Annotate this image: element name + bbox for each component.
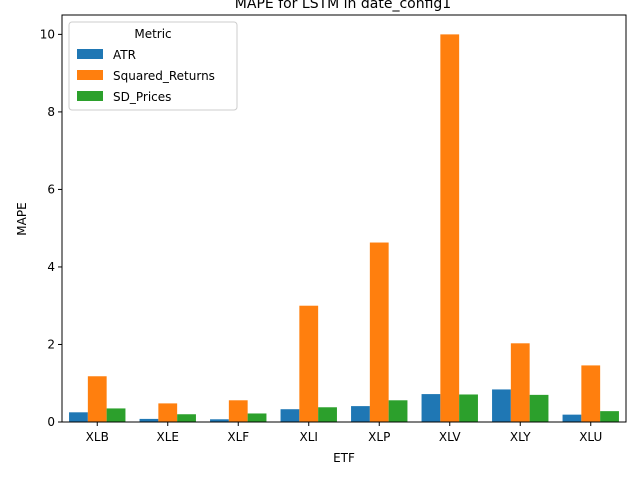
legend-label-sd-prices: SD_Prices bbox=[113, 90, 171, 104]
bar-atr-xle bbox=[139, 418, 159, 422]
bar-sd-prices-xlu bbox=[600, 411, 619, 422]
y-tick-label: 2 bbox=[47, 337, 55, 351]
y-tick-label: 4 bbox=[47, 260, 55, 274]
bar-sd-prices-xly bbox=[529, 394, 549, 422]
legend-label-squared-returns: Squared_Returns bbox=[113, 69, 215, 83]
legend-swatch-atr bbox=[77, 49, 103, 59]
x-tick-label-xlu: XLU bbox=[579, 430, 602, 444]
bar-atr-xlv bbox=[421, 394, 441, 422]
bar-squared-returns-xly bbox=[510, 343, 530, 422]
bar-atr-xli bbox=[280, 409, 300, 422]
bar-sd-prices-xlf bbox=[247, 413, 267, 422]
y-tick-label: 0 bbox=[47, 415, 55, 429]
legend-swatch-sd-prices bbox=[77, 91, 103, 101]
bar-sd-prices-xlp bbox=[388, 400, 408, 422]
y-axis: 0 2 4 6 8 10 bbox=[40, 27, 62, 429]
x-tick-label-xlv: XLV bbox=[439, 430, 462, 444]
bar-atr-xlp bbox=[351, 406, 370, 422]
bar-squared-returns-xle bbox=[158, 403, 178, 422]
plot-frame bbox=[61, 14, 627, 423]
x-tick-label-xlf: XLF bbox=[227, 430, 249, 444]
bar-sd-prices-xli bbox=[318, 407, 337, 422]
legend-box bbox=[68, 21, 238, 111]
x-axis: XLB XLE XLF XLI XLP XLV XLY XLU bbox=[86, 422, 602, 444]
y-tick-label: 6 bbox=[47, 182, 55, 196]
x-tick-label-xlp: XLP bbox=[368, 430, 390, 444]
bar-squared-returns-xlf bbox=[228, 400, 248, 422]
bar-sd-prices-xlb bbox=[106, 408, 126, 422]
y-tick-label: 10 bbox=[40, 27, 55, 41]
legend: Metric ATR Squared_Returns SD_Prices bbox=[68, 21, 238, 111]
bar-squared-returns-xlu bbox=[581, 365, 601, 422]
x-tick-label-xli: XLI bbox=[300, 430, 318, 444]
bars-layer bbox=[69, 34, 619, 422]
bar-squared-returns-xli bbox=[299, 305, 319, 422]
x-tick-label-xlb: XLB bbox=[86, 430, 109, 444]
bar-squared-returns-xlv bbox=[440, 34, 460, 422]
legend-label-atr: ATR bbox=[113, 48, 136, 62]
chart-title: MAPE for LSTM in date_config1 bbox=[235, 0, 451, 12]
bar-atr-xlf bbox=[210, 419, 229, 422]
legend-title: Metric bbox=[134, 27, 171, 41]
bar-sd-prices-xlv bbox=[459, 394, 478, 422]
bar-atr-xlu bbox=[562, 414, 582, 422]
bar-atr-xlb bbox=[69, 412, 88, 422]
bar-squared-returns-xlp bbox=[369, 242, 389, 422]
x-tick-label-xly: XLY bbox=[510, 430, 531, 444]
bar-atr-xly bbox=[492, 389, 511, 422]
y-axis-label: MAPE bbox=[15, 202, 29, 235]
x-axis-label: ETF bbox=[333, 451, 355, 465]
bar-squared-returns-xlb bbox=[87, 376, 107, 422]
x-tick-label-xle: XLE bbox=[157, 430, 180, 444]
y-tick-label: 8 bbox=[47, 105, 55, 119]
legend-swatch-squared-returns bbox=[77, 70, 103, 80]
bar-sd-prices-xle bbox=[177, 414, 196, 422]
